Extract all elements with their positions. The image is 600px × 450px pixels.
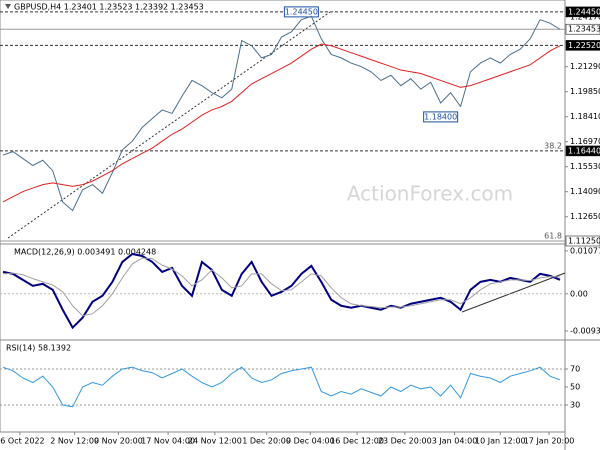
y-tick-label: 1.19850 [570, 87, 600, 96]
x-tick-label: 9 Dec 04:00 [286, 437, 335, 446]
annotation-box [423, 111, 459, 123]
y-tick-label: -0.009328 [570, 326, 600, 335]
x-tick-label: 26 Oct 2022 [0, 437, 45, 446]
annotation-box [283, 6, 319, 18]
plot-frame [0, 0, 566, 433]
chart-title: GBPUSD,H4 1.23401 1.23523 1.23392 1.2345… [14, 3, 204, 12]
level-label: 1.24450 [568, 7, 600, 16]
annotation: 38.2 [544, 141, 562, 150]
y-tick-label: 1.15530 [570, 162, 600, 171]
series-line [2, 15, 561, 212]
panel-title: RSI(14) 58.1392 [6, 344, 71, 353]
x-tick-label: 9 Nov 20:00 [94, 437, 143, 446]
trend-line [461, 272, 566, 313]
y-tick-label: 30 [570, 401, 580, 410]
y-tick-label: 1.12650 [570, 212, 600, 221]
series-line [2, 366, 561, 408]
level-box [565, 235, 600, 247]
series-line [2, 257, 561, 317]
x-tick-label: 2 Nov 12:00 [50, 437, 99, 446]
level-box [565, 23, 600, 35]
y-tick-label: 1.16970 [570, 137, 600, 146]
y-tick-label: 50 [570, 383, 580, 392]
level-label: 1.22520 [568, 41, 600, 50]
x-tick-label: 23 Dec 20:00 [378, 437, 432, 446]
y-tick-label: 1.18410 [570, 112, 600, 121]
level-label: 1.16440 [568, 146, 600, 155]
annotation: 1.24450 [285, 7, 318, 16]
level-box [565, 6, 600, 18]
x-tick-label: 17 Jan 20:00 [524, 437, 575, 446]
x-tick-label: 17 Nov 04:00 [141, 437, 195, 446]
y-tick-label: 70 [570, 365, 580, 374]
series-line [2, 43, 561, 203]
x-tick-label: 24 Nov 12:00 [188, 437, 242, 446]
y-tick-label: 0.00 [570, 289, 588, 298]
annotation: 61.8 [544, 232, 562, 241]
series-line [2, 252, 561, 330]
y-tick-label: 0.010774 [570, 246, 600, 255]
level-box [565, 145, 600, 157]
level-label: 1.11250 [568, 237, 600, 246]
y-tick-label: 1.21290 [570, 62, 600, 71]
panel-title: MACD(12,26,9) 0.003491 0.004248 [14, 248, 156, 257]
x-tick-label: 1 Dec 20:00 [242, 437, 291, 446]
annotation: 1.18400 [424, 112, 457, 121]
x-tick-label: 10 Jan 12:00 [475, 437, 526, 446]
watermark: ActionForex.com [347, 182, 513, 206]
x-tick-label: 3 Jan 04:00 [432, 437, 478, 446]
title-icon [5, 4, 11, 9]
x-tick-label: 16 Dec 12:00 [330, 437, 384, 446]
level-box [565, 40, 600, 51]
level-label: 1.23453 [568, 25, 600, 34]
y-tick-label: 1.14090 [570, 187, 600, 196]
